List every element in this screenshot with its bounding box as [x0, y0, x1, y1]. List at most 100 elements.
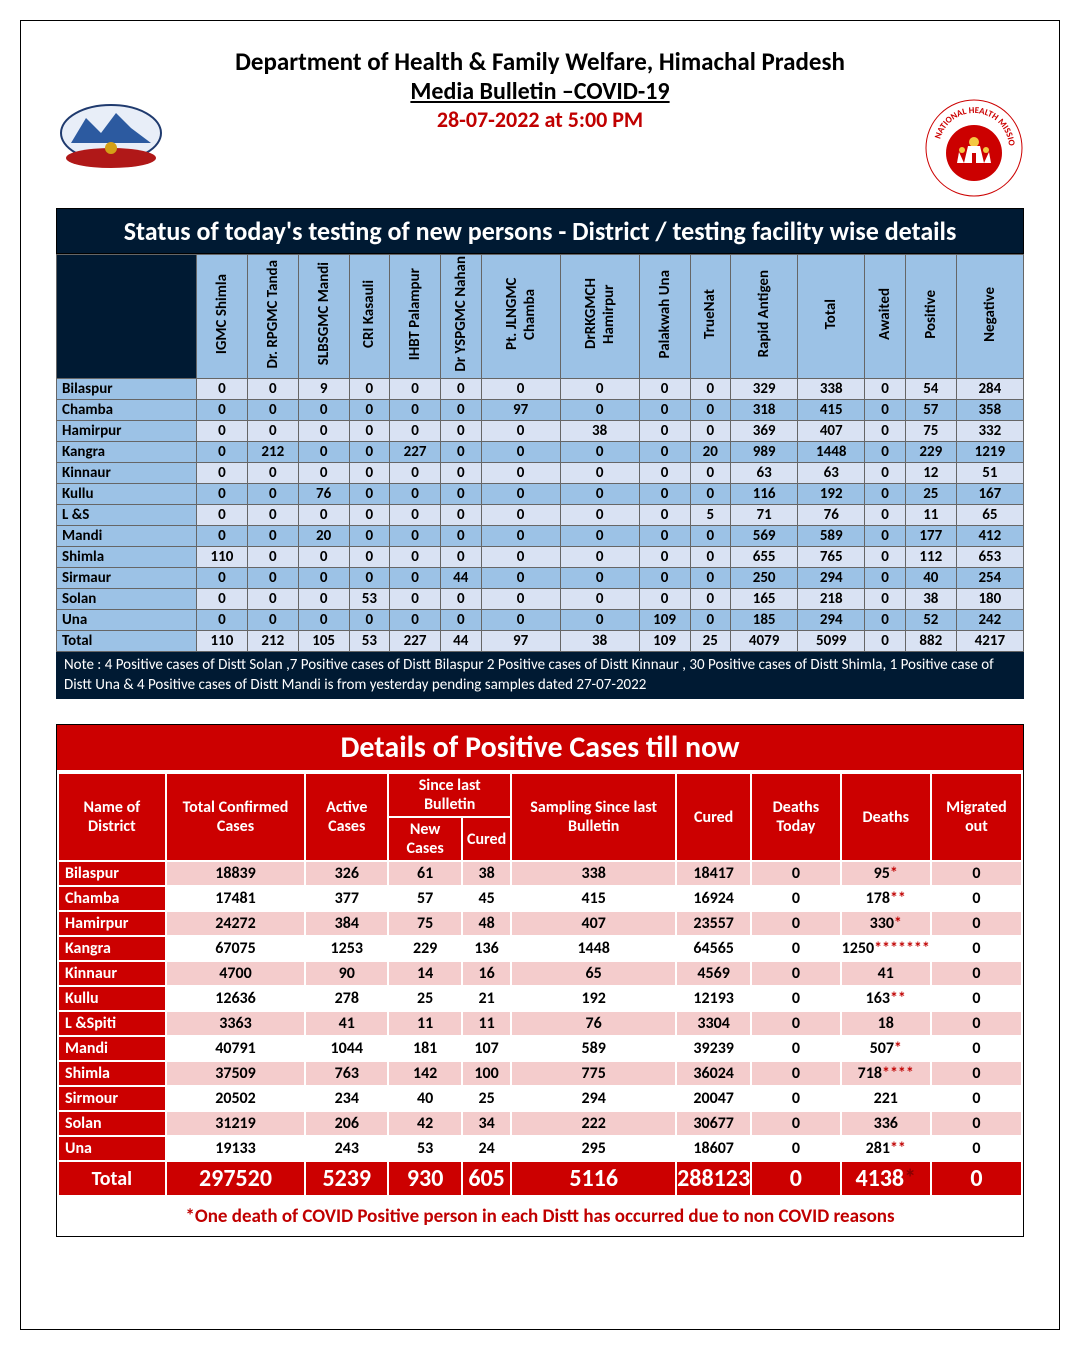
value-cell: 0	[441, 610, 482, 631]
col-total: Total Confirmed Cases	[166, 773, 306, 861]
value-cell: 0	[298, 421, 349, 442]
value-cell: 0	[931, 1086, 1022, 1111]
value-cell: 192	[511, 986, 676, 1011]
district-cell: Sirmour	[58, 1086, 166, 1111]
value-cell: 0	[481, 526, 560, 547]
value-cell: 0	[690, 421, 731, 442]
value-cell: 0	[751, 1111, 841, 1136]
district-cell: Kangra	[57, 442, 197, 463]
value-cell: 76	[298, 484, 349, 505]
district-cell: Hamirpur	[58, 911, 166, 936]
value-cell: 180	[956, 589, 1023, 610]
value-cell: 36024	[676, 1061, 751, 1086]
district-cell: Kullu	[57, 484, 197, 505]
value-cell: 0	[560, 484, 639, 505]
value-cell: 0	[639, 400, 690, 421]
testing-col-header: Total	[798, 255, 865, 379]
value-cell: 44	[441, 631, 482, 652]
value-cell: 0	[481, 589, 560, 610]
value-cell: 3363	[166, 1011, 306, 1036]
value-cell: 5	[690, 505, 731, 526]
value-cell: 227	[390, 442, 441, 463]
value-cell: 0	[865, 589, 906, 610]
value-cell: 212	[247, 631, 298, 652]
value-cell: 0	[690, 463, 731, 484]
value-cell: 0	[349, 421, 390, 442]
value-cell: 329	[731, 379, 798, 400]
value-cell: 0	[349, 568, 390, 589]
district-cell: Chamba	[57, 400, 197, 421]
value-cell: 39239	[676, 1036, 751, 1061]
value-cell: 0	[390, 610, 441, 631]
value-cell: 0	[349, 526, 390, 547]
value-cell: 0	[931, 961, 1022, 986]
positive-row: Hamirpur242723847548407235570330*0	[58, 911, 1022, 936]
value-cell: 65	[511, 961, 676, 986]
value-cell: 110	[196, 547, 247, 568]
positive-row: Solan3121920642342223067703360	[58, 1111, 1022, 1136]
testing-col-header: CRI Kasauli	[349, 255, 390, 379]
value-cell: 0	[481, 463, 560, 484]
value-cell: 42	[388, 1111, 462, 1136]
value-cell: 0	[481, 547, 560, 568]
value-cell: 0	[196, 505, 247, 526]
value-cell: 775	[511, 1061, 676, 1086]
testing-row: Chamba00000097000318415057358	[57, 400, 1024, 421]
value-cell: 0	[481, 484, 560, 505]
value-cell: 38	[462, 861, 511, 886]
value-cell: 5099	[798, 631, 865, 652]
value-cell: 40791	[166, 1036, 306, 1061]
value-cell: 0	[196, 526, 247, 547]
testing-row: Kangra021200227000020989144802291219	[57, 442, 1024, 463]
value-cell: 0	[196, 442, 247, 463]
deaths-cell: 41	[841, 961, 931, 986]
value-cell: 338	[511, 861, 676, 886]
value-cell: 0	[865, 547, 906, 568]
col-deaths: Deaths	[841, 773, 931, 861]
value-cell: 0	[481, 505, 560, 526]
col-new: New Cases	[388, 817, 462, 861]
value-cell: 38	[905, 589, 956, 610]
value-cell: 165	[731, 589, 798, 610]
nhm-logo-icon: NATIONAL HEALTH MISSION	[924, 98, 1024, 198]
value-cell: 38	[560, 631, 639, 652]
value-cell: 0	[931, 886, 1022, 911]
value-cell: 18839	[166, 861, 306, 886]
value-cell: 0	[751, 911, 841, 936]
value-cell: 0	[931, 1061, 1022, 1086]
value-cell: 34	[462, 1111, 511, 1136]
testing-col-header: Positive	[905, 255, 956, 379]
testing-table-title: Status of today's testing of new persons…	[56, 208, 1024, 254]
value-cell: 45	[462, 886, 511, 911]
value-cell: 0	[639, 589, 690, 610]
value-cell: 0	[865, 442, 906, 463]
value-cell: 0	[196, 484, 247, 505]
value-cell: 0	[481, 610, 560, 631]
deaths-cell: 718****	[841, 1061, 931, 1086]
value-cell: 0	[481, 379, 560, 400]
value-cell: 294	[798, 568, 865, 589]
value-cell: 0	[349, 505, 390, 526]
value-cell: 0	[639, 421, 690, 442]
value-cell: 20	[298, 526, 349, 547]
value-cell: 0	[751, 1061, 841, 1086]
value-cell: 326	[305, 861, 388, 886]
value-cell: 0	[481, 568, 560, 589]
value-cell: 11	[462, 1011, 511, 1036]
value-cell: 0	[441, 463, 482, 484]
value-cell: 25	[462, 1086, 511, 1111]
district-cell: Shimla	[58, 1061, 166, 1086]
value-cell: 227	[390, 631, 441, 652]
value-cell: 185	[731, 610, 798, 631]
value-cell: 0	[931, 861, 1022, 886]
district-cell: Shimla	[57, 547, 197, 568]
value-cell: 97	[481, 631, 560, 652]
value-cell: 655	[731, 547, 798, 568]
value-cell: 17481	[166, 886, 306, 911]
value-cell: 53	[349, 589, 390, 610]
testing-col-header: Dr. RPGMC Tanda	[247, 255, 298, 379]
value-cell: 0	[690, 379, 731, 400]
testing-row: Shimla1100000000006557650112653	[57, 547, 1024, 568]
value-cell: 0	[639, 505, 690, 526]
value-cell: 284	[956, 379, 1023, 400]
